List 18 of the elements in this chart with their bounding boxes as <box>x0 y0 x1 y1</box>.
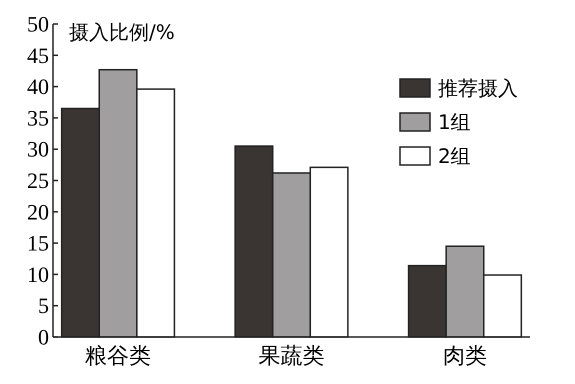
y-tick-label: 30 <box>27 136 49 162</box>
x-tick-label: 果蔬类 <box>258 344 324 369</box>
y-tick-label: 10 <box>27 262 49 287</box>
y-tick-label: 35 <box>27 105 49 130</box>
y-tick-label: 15 <box>27 230 49 256</box>
y-tick-label: 45 <box>27 42 49 68</box>
y-tick-label: 25 <box>27 168 49 193</box>
legend-label: 1组 <box>438 110 471 134</box>
y-tick-label: 40 <box>27 74 49 100</box>
x-tick-label: 肉类 <box>442 344 487 369</box>
legend-label: 推荐摄入 <box>438 76 518 100</box>
y-tick-label: 0 <box>38 324 49 350</box>
y-tick-label: 50 <box>27 12 49 36</box>
x-tick-label: 粮谷类 <box>85 344 152 369</box>
y-axis-title: 摄入比例/% <box>69 20 175 44</box>
legend-label: 2组 <box>438 144 471 168</box>
y-tick-label: 20 <box>27 199 49 224</box>
y-tick-label: 5 <box>38 293 49 318</box>
